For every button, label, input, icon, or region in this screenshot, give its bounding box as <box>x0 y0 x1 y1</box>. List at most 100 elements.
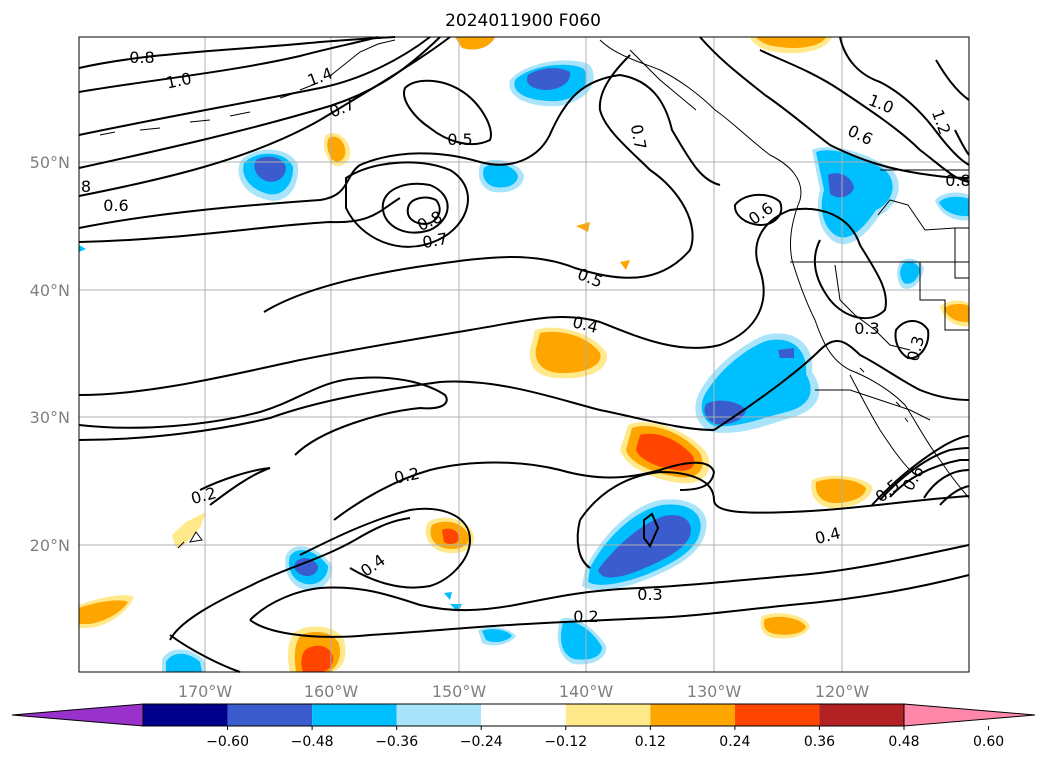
positive-anomaly-area <box>636 433 695 471</box>
negative-anomaly-area <box>483 163 518 188</box>
contour-line <box>299 507 472 589</box>
contour-line <box>643 512 660 548</box>
lon-tick-label: 120°W <box>815 682 870 701</box>
us-mexico-border <box>815 389 931 421</box>
alaska-panhandle-islands <box>629 49 697 111</box>
aleutian-islands <box>99 111 251 136</box>
contour-line <box>406 196 441 226</box>
state-border <box>834 264 911 351</box>
map-frame <box>78 36 970 673</box>
positive-anomaly-area <box>442 528 460 544</box>
colorbar-tick-label: 0.24 <box>719 734 750 750</box>
lon-tick-label: 150°W <box>432 682 487 701</box>
negative-anomaly-area <box>482 629 512 643</box>
contour-line <box>894 320 930 360</box>
latitude-ticks: 50°N 40°N 30°N 20°N <box>30 153 70 555</box>
negative-anomaly-area <box>828 173 854 198</box>
negative-anomaly-area <box>900 262 920 284</box>
colorbar-segment <box>819 704 904 726</box>
contour-label: 0.7 <box>627 123 650 151</box>
contour-line <box>78 36 431 136</box>
negative-anomaly-area <box>79 245 86 252</box>
negative-anomaly-area <box>294 558 318 576</box>
coastlines <box>99 39 970 549</box>
colorbar-segment <box>227 704 313 726</box>
contour-line <box>249 544 970 621</box>
colorbar: −0.60 −0.48 −0.36 −0.24 −0.12 0.12 0.24 0.36 0.4… <box>11 703 1036 750</box>
contour-line <box>879 447 970 501</box>
negative-anomaly-area <box>526 68 571 90</box>
north-america-coast <box>599 39 970 499</box>
positive-anomaly-area <box>79 600 128 624</box>
contour-label: 0.8 <box>129 48 154 67</box>
colorbar-tick-label: −0.48 <box>291 734 334 750</box>
contour-label: 1.0 <box>164 69 193 93</box>
contour-line <box>733 193 783 227</box>
positive-anomaly-area <box>620 260 630 270</box>
contour-line <box>169 517 411 641</box>
lon-tick-label: 140°W <box>559 682 614 701</box>
colorbar-segment <box>650 704 735 726</box>
contour-line <box>199 467 271 506</box>
contour-label: 0.3 <box>637 585 662 604</box>
state-border <box>919 262 969 331</box>
contour-line <box>713 340 970 431</box>
contour-line <box>839 36 970 166</box>
negative-anomaly-area <box>939 196 969 217</box>
contour-line <box>78 380 715 441</box>
border-line <box>877 199 956 231</box>
contour-line <box>78 207 887 396</box>
contour-line <box>78 376 448 456</box>
contour-label: 0.2 <box>573 607 598 626</box>
contour-line <box>169 634 241 673</box>
colorbar-frame <box>142 703 905 727</box>
contour-line <box>889 459 969 498</box>
negative-anomaly-area <box>166 653 202 672</box>
contour-line <box>78 36 396 69</box>
contour-line <box>78 36 379 93</box>
positive-anomaly-area <box>455 37 495 50</box>
contour-line <box>576 519 591 569</box>
lat-tick-label: 30°N <box>30 408 70 427</box>
contour-label: 0.5 <box>447 130 472 149</box>
small-islands <box>859 367 909 423</box>
map-title: 2024011900 F060 <box>445 11 601 31</box>
contour-line <box>871 435 970 506</box>
lat-tick-label: 40°N <box>30 281 70 300</box>
contour-label: 0.3 <box>854 319 879 338</box>
lat-tick-label: 50°N <box>30 153 70 172</box>
lon-tick-label: 130°W <box>687 682 742 701</box>
contour-line <box>263 54 694 313</box>
colorbar-segment <box>565 704 651 726</box>
baja-coast <box>849 374 911 471</box>
positive-anomaly-area <box>301 645 334 672</box>
contour-label: 0.7 <box>421 229 449 252</box>
colorbar-tick-label: −0.60 <box>206 734 249 750</box>
lon-tick-label: 160°W <box>304 682 359 701</box>
contour-line <box>579 470 970 521</box>
positive-anomaly-area <box>535 331 601 374</box>
lat-tick-label: 20°N <box>30 536 70 555</box>
contour-label: 8 <box>81 177 91 196</box>
colorbar-segment <box>734 704 820 726</box>
colorbar-segment <box>396 704 482 726</box>
contour-line <box>78 73 721 229</box>
contour-line <box>939 485 970 506</box>
contour-line <box>249 574 970 638</box>
colorbar-tick-label: 0.48 <box>888 734 919 750</box>
contour-line <box>923 469 970 499</box>
positive-anomaly-area <box>172 512 206 548</box>
contour-line <box>935 59 970 101</box>
contour-line <box>954 129 970 156</box>
colorbar-tick-label: −0.36 <box>375 734 418 750</box>
positive-anomaly-area <box>815 478 866 504</box>
map-panel: 0.8 1.0 1.4 0.7 0.5 8 0.6 0.8 0.7 0.7 1.… <box>78 36 971 673</box>
contour-line <box>78 197 401 243</box>
colorbar-tick-label: −0.24 <box>460 734 503 750</box>
lon-tick-label: 170°W <box>178 682 233 701</box>
contour-line <box>345 161 469 248</box>
contour-label: 0.2 <box>392 464 421 488</box>
negative-anomaly-area <box>444 592 452 600</box>
contour-line <box>403 79 492 145</box>
